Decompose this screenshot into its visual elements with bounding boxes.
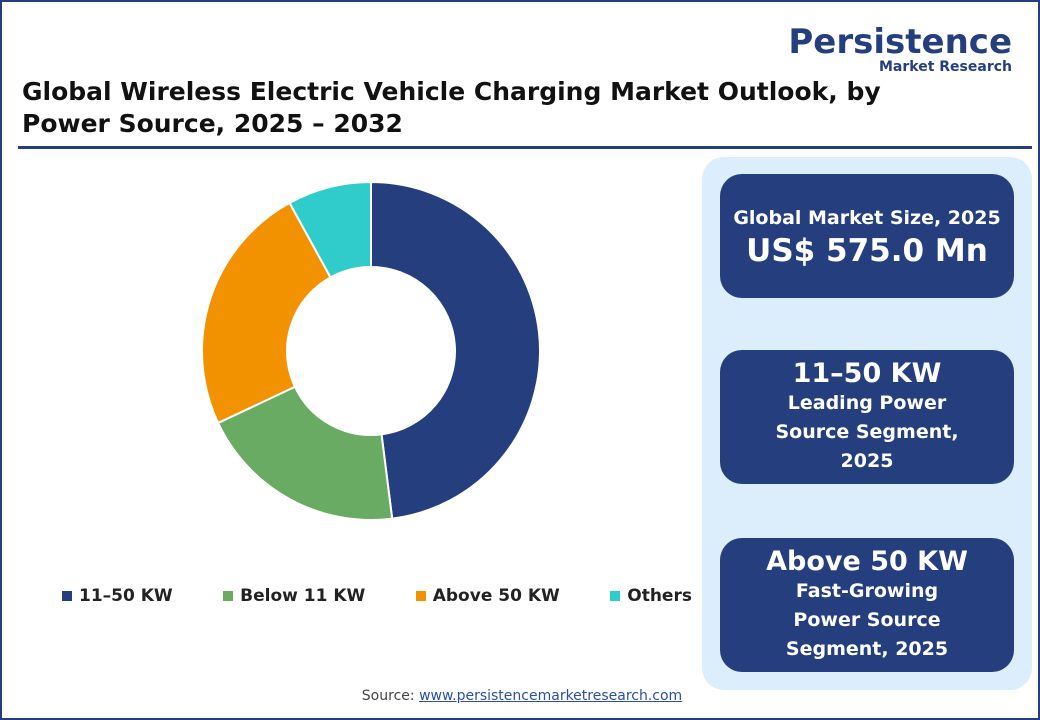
legend-swatch xyxy=(610,591,621,601)
chart xyxy=(201,180,541,521)
legend-label: 11–50 KW xyxy=(79,586,173,606)
divider xyxy=(18,146,1032,149)
card-value: 11–50 KW xyxy=(792,358,942,389)
legend-label: Others xyxy=(627,586,692,606)
chart-title: Global Wireless Electric Vehicle Chargin… xyxy=(22,77,881,138)
card-value: Above 50 KW xyxy=(766,546,968,577)
legend-item: Others xyxy=(610,586,692,606)
source-link[interactable]: www.persistencemarketresearch.com xyxy=(419,688,683,704)
card-value: US$ 575.0 Mn xyxy=(746,232,988,269)
donut-slice xyxy=(370,180,541,520)
legend-item: Above 50 KW xyxy=(415,586,560,606)
legend: 11–50 KW Below 11 KW Above 50 KW Others xyxy=(62,586,692,606)
donut-slice xyxy=(216,385,394,521)
legend-label: Below 11 KW xyxy=(240,586,366,606)
donut-slice xyxy=(201,201,332,425)
legend-item: Below 11 KW xyxy=(223,586,365,606)
legend-item: 11–50 KW xyxy=(62,586,173,606)
source-prefix: Source: xyxy=(361,688,415,704)
legend-label: Above 50 KW xyxy=(432,586,560,606)
legend-swatch xyxy=(415,591,426,601)
card: 11–50 KW Leading Power Source Segment, 2… xyxy=(720,350,1014,484)
logo: Persistence Market Research xyxy=(788,24,1012,74)
card-label: Leading Power Source Segment, 2025 xyxy=(775,392,959,472)
card: Global Market Size, 2025 US$ 575.0 Mn xyxy=(720,174,1014,298)
logo-name: Persistence xyxy=(788,22,1012,62)
card-label: Fast-Growing Power Source Segment, 2025 xyxy=(785,580,949,660)
legend-swatch xyxy=(223,591,234,601)
logo-tagline: Market Research xyxy=(879,59,1012,75)
legend-swatch xyxy=(62,591,72,601)
donut-slice xyxy=(288,180,372,279)
card-label: Global Market Size, 2025 xyxy=(733,206,1001,229)
source: Source: www.persistencemarketresearch.co… xyxy=(2,688,1038,704)
card: Above 50 KW Fast-Growing Power Source Se… xyxy=(720,538,1014,672)
